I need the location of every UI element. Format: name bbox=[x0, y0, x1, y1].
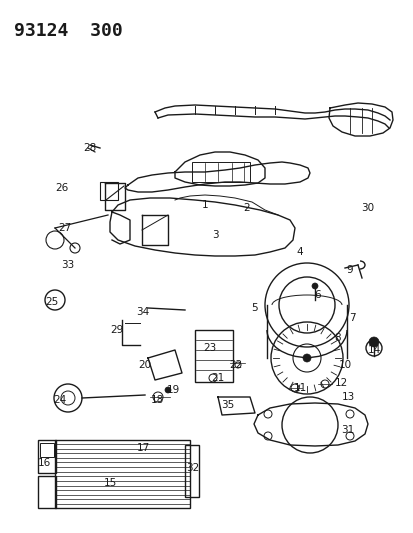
Text: 32: 32 bbox=[186, 463, 199, 473]
Text: 19: 19 bbox=[166, 385, 179, 395]
Text: 35: 35 bbox=[221, 400, 234, 410]
Text: 23: 23 bbox=[203, 343, 216, 353]
Text: 4: 4 bbox=[296, 247, 303, 257]
Bar bbox=[38, 476, 56, 508]
Text: 31: 31 bbox=[341, 425, 354, 435]
Bar bbox=[100, 182, 118, 200]
Text: 3: 3 bbox=[211, 230, 218, 240]
Text: 8: 8 bbox=[334, 333, 340, 343]
Text: 5: 5 bbox=[251, 303, 258, 313]
Text: 27: 27 bbox=[58, 223, 71, 233]
Circle shape bbox=[311, 283, 317, 289]
Bar bbox=[55, 440, 190, 508]
Circle shape bbox=[368, 337, 378, 347]
Bar bbox=[195, 330, 233, 382]
Text: 1: 1 bbox=[201, 200, 208, 210]
Text: 30: 30 bbox=[361, 203, 374, 213]
Text: 24: 24 bbox=[53, 395, 66, 405]
Text: 21: 21 bbox=[211, 373, 224, 383]
Text: 26: 26 bbox=[55, 183, 69, 193]
Text: 22: 22 bbox=[229, 360, 242, 370]
Text: 13: 13 bbox=[341, 392, 354, 402]
Text: 9: 9 bbox=[346, 265, 352, 275]
Text: 7: 7 bbox=[348, 313, 354, 323]
Text: 11: 11 bbox=[293, 383, 306, 393]
Text: 29: 29 bbox=[110, 325, 123, 335]
Circle shape bbox=[165, 387, 171, 393]
Text: 17: 17 bbox=[136, 443, 149, 453]
Bar bbox=[185, 445, 199, 497]
Circle shape bbox=[302, 354, 310, 362]
Text: 14: 14 bbox=[366, 345, 380, 355]
Text: 15: 15 bbox=[103, 478, 116, 488]
Bar bbox=[192, 162, 249, 182]
Text: 93124  300: 93124 300 bbox=[14, 22, 122, 40]
Bar bbox=[38, 440, 56, 473]
Text: 28: 28 bbox=[83, 143, 96, 153]
Text: 20: 20 bbox=[138, 360, 151, 370]
Text: 6: 6 bbox=[314, 290, 320, 300]
Text: 10: 10 bbox=[337, 360, 351, 370]
Text: 33: 33 bbox=[61, 260, 74, 270]
Text: 16: 16 bbox=[37, 458, 50, 468]
Text: 34: 34 bbox=[136, 307, 149, 317]
Bar bbox=[40, 443, 54, 457]
Text: 2: 2 bbox=[243, 203, 250, 213]
Text: 25: 25 bbox=[45, 297, 59, 307]
Text: 12: 12 bbox=[334, 378, 347, 388]
Text: 18: 18 bbox=[150, 395, 163, 405]
